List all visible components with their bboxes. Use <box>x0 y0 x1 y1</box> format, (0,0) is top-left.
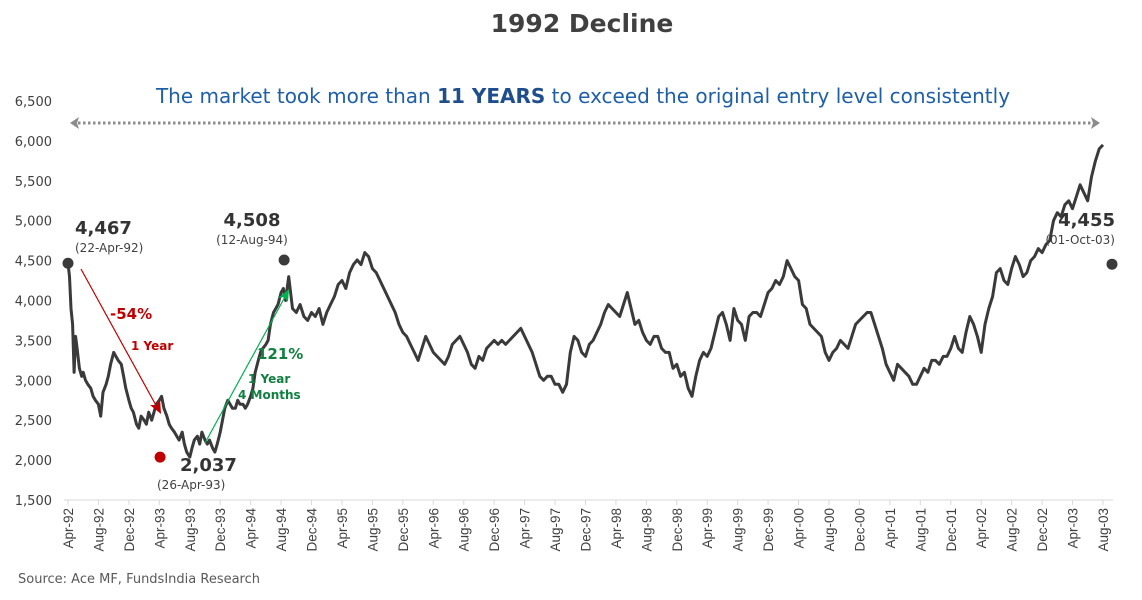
x-tick-label: Dec-02 <box>1035 508 1050 552</box>
markers-layer <box>62 254 1118 463</box>
y-axis: 1,500 2,000 2,500 3,000 3,500 4,000 4,500 5,000… <box>15 95 52 509</box>
x-axis: Apr-92 Aug-92 Dec-92 Apr-93 Aug-93 Dec-93 Apr-… <box>61 499 1113 552</box>
x-tick-label: Dec-96 <box>487 508 502 552</box>
start-marker <box>62 257 74 269</box>
x-tick-label: Dec-99 <box>761 508 776 552</box>
decline-arrow-line <box>80 268 159 410</box>
x-tick-label: Aug-94 <box>274 508 289 552</box>
subtitle-part-1: 11 YEARS <box>437 84 545 108</box>
x-tick-label: Apr-97 <box>518 508 533 549</box>
x-tick-label: Aug-03 <box>1096 508 1111 552</box>
recovery-duration-label-1: 1 Year <box>248 372 290 386</box>
end-value-label: 4,455 <box>1058 210 1115 231</box>
x-tick-label: Aug-97 <box>548 508 563 552</box>
x-tick-label: Dec-00 <box>852 508 867 552</box>
y-tick-label: 2,000 <box>15 454 52 469</box>
decline-arrow-head <box>150 398 161 414</box>
decline-pct-label: -54% <box>110 305 152 323</box>
y-tick-label: 3,000 <box>15 374 52 389</box>
end-date-label: (01-Oct-03) <box>1045 233 1115 247</box>
y-tick-label: 2,500 <box>15 414 52 429</box>
x-tick-label: Aug-02 <box>1005 508 1020 552</box>
y-tick-label: 6,000 <box>15 135 52 150</box>
y-tick-label: 1,500 <box>15 494 52 509</box>
y-tick-label: 5,500 <box>15 175 52 190</box>
y-tick-label: 3,500 <box>15 334 52 349</box>
x-tick-label: Dec-98 <box>670 508 685 552</box>
y-tick-label: 6,500 <box>15 95 52 110</box>
x-tick-label: Apr-02 <box>974 508 989 549</box>
x-tick-label: Apr-92 <box>61 508 76 549</box>
subtitle-part-0: The market took more than <box>155 84 437 108</box>
source-note: Source: Ace MF, FundsIndia Research <box>18 572 260 587</box>
start-date-label: (22-Apr-92) <box>75 241 143 255</box>
end-marker <box>1106 258 1118 270</box>
recovery-arrow <box>204 289 289 444</box>
x-tick-label: Apr-95 <box>335 508 350 549</box>
span-arrow <box>70 117 1100 129</box>
trough-date-label: (26-Apr-93) <box>157 478 225 492</box>
x-tick-label: Aug-93 <box>183 508 198 552</box>
trough-marker <box>154 451 166 463</box>
x-tick-label: Dec-94 <box>305 508 320 552</box>
x-tick-label: Apr-93 <box>152 508 167 549</box>
x-tick-label: Aug-00 <box>822 508 837 552</box>
span-arrow-right-head <box>1091 117 1100 129</box>
x-tick-label: Aug-92 <box>91 508 106 552</box>
x-tick-label: Dec-97 <box>578 508 593 552</box>
x-tick-label: Apr-98 <box>609 508 624 549</box>
x-tick-label: Apr-99 <box>700 508 715 549</box>
recovery-duration-label-2: 4 Months <box>238 388 301 402</box>
recovery-pct-label: 121% <box>257 345 303 363</box>
x-tick-label: Apr-94 <box>244 508 259 549</box>
x-tick-label: Apr-03 <box>1066 508 1081 549</box>
trough-value-label: 2,037 <box>180 455 237 476</box>
chart-subtitle: The market took more than 11 YEARS to ex… <box>155 84 1010 108</box>
series-layer <box>66 143 1105 459</box>
x-tick-label: Aug-01 <box>913 508 928 552</box>
x-tick-label: Dec-93 <box>213 508 228 552</box>
peak-value-label: 4,508 <box>224 210 281 231</box>
x-tick-label: Apr-01 <box>883 508 898 549</box>
decline-duration-label: 1 Year <box>131 339 173 353</box>
chart-title: 1992 Decline <box>491 9 674 38</box>
subtitle-part-2: to exceed the original entry level consi… <box>545 84 1010 108</box>
y-tick-label: 4,000 <box>15 295 52 310</box>
recovery-arrow-line <box>204 294 287 444</box>
x-tick-label: Aug-98 <box>639 508 654 552</box>
recovery-arrow-head <box>278 289 289 302</box>
start-value-label: 4,467 <box>75 218 132 239</box>
y-tick-label: 4,500 <box>15 255 52 270</box>
peak-date-label: (12-Aug-94) <box>216 233 288 247</box>
span-arrow-left-head <box>70 117 79 129</box>
x-tick-label: Aug-95 <box>365 508 380 552</box>
peak-marker <box>278 254 290 266</box>
decline-arrow <box>80 268 161 414</box>
x-tick-label: Dec-92 <box>122 508 137 552</box>
x-tick-label: Aug-99 <box>731 508 746 552</box>
series-line-index <box>66 143 1105 459</box>
x-tick-label: Dec-01 <box>944 508 959 552</box>
x-tick-label: Apr-96 <box>426 508 441 549</box>
y-tick-label: 5,000 <box>15 215 52 230</box>
x-tick-label: Apr-00 <box>792 508 807 549</box>
x-tick-label: Aug-96 <box>457 508 472 552</box>
x-tick-label: Dec-95 <box>396 508 411 552</box>
